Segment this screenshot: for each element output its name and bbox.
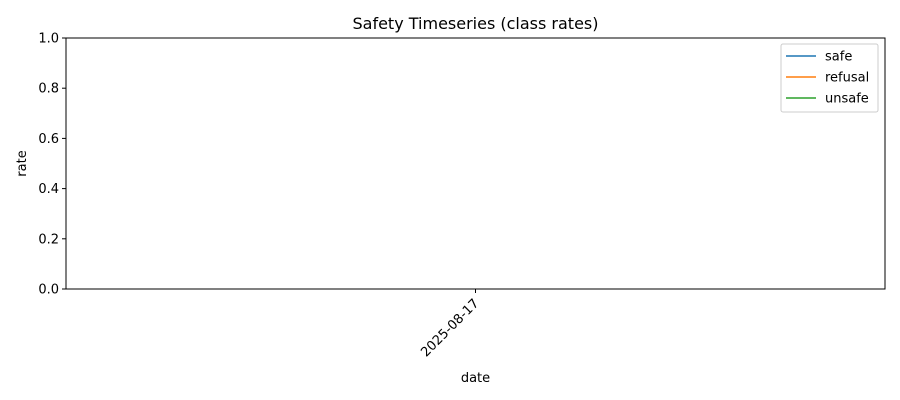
- x-axis-ticks: 2025-08-17: [418, 289, 482, 360]
- y-tick-label: 0.0: [38, 283, 59, 298]
- y-tick-label: 1.0: [38, 32, 59, 47]
- legend: safe refusal unsafe: [780, 43, 879, 113]
- x-axis-label: date: [461, 371, 490, 386]
- y-tick-label: 0.2: [38, 232, 59, 247]
- x-tick-label: 2025-08-17: [418, 296, 482, 360]
- y-tick-label: 0.4: [38, 182, 59, 197]
- legend-box: [780, 43, 879, 113]
- y-axis-label: rate: [15, 150, 30, 176]
- plot-area: [65, 37, 886, 290]
- y-tick-label: 0.6: [38, 132, 59, 147]
- legend-label-unsafe: unsafe: [825, 92, 869, 107]
- legend-label-refusal: refusal: [825, 71, 869, 86]
- legend-items: safe refusal unsafe: [786, 50, 869, 107]
- y-tick-label: 0.8: [38, 82, 59, 97]
- legend-label-safe: safe: [825, 50, 852, 65]
- y-axis-ticks: 0.0 0.2 0.4 0.6 0.8 1.0: [38, 32, 66, 298]
- chart-title: Safety Timeseries (class rates): [352, 14, 598, 33]
